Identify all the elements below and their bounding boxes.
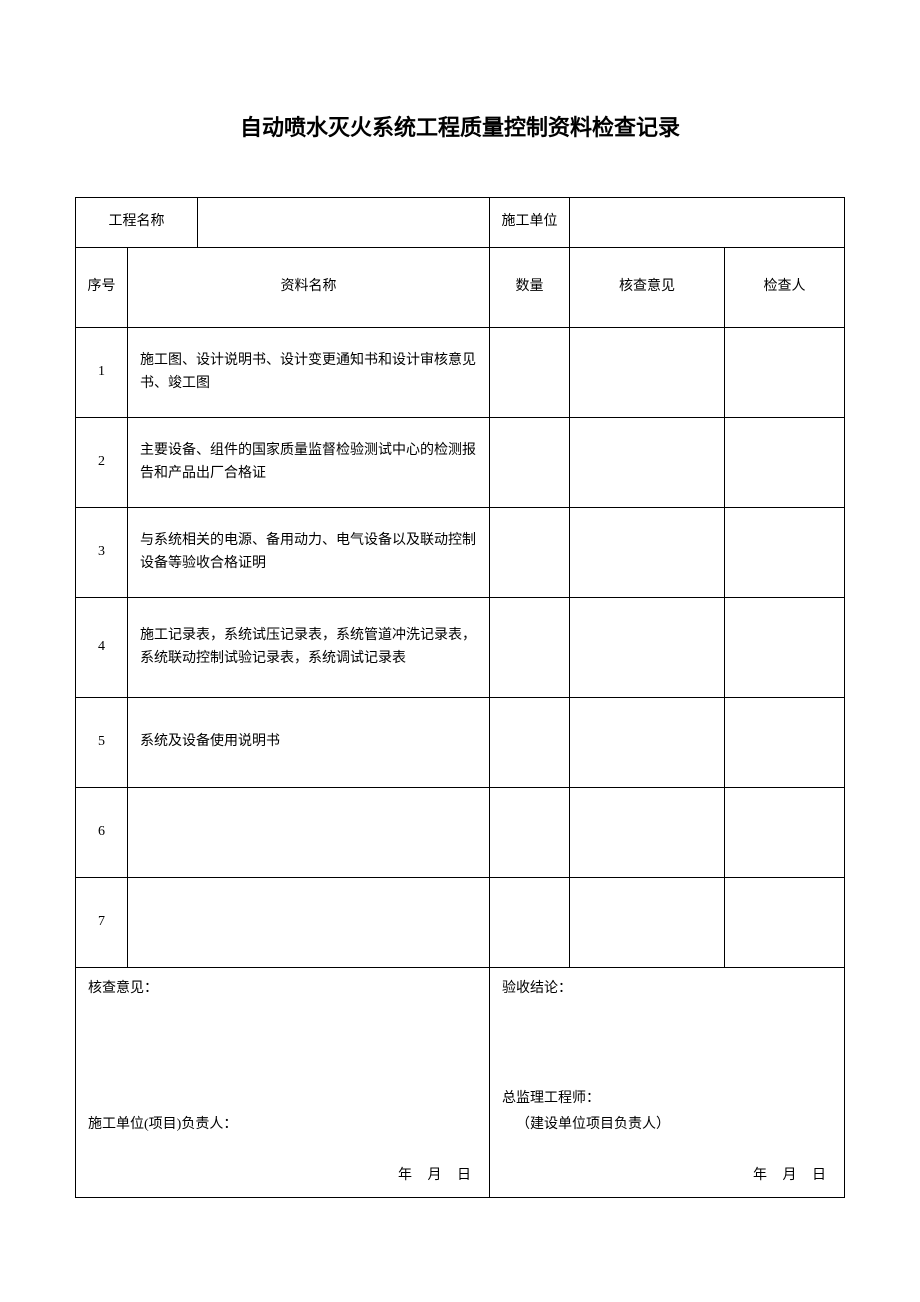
contractor-lead-label: 施工单位(项目)负责人： [88, 1114, 477, 1136]
column-header-row: 序号 资料名称 数量 核查意见 检查人 [76, 248, 845, 328]
row-opinion[interactable] [570, 878, 725, 968]
row-opinion[interactable] [570, 418, 725, 508]
row-inspector[interactable] [725, 418, 845, 508]
row-quantity[interactable] [490, 788, 570, 878]
row-inspector[interactable] [725, 698, 845, 788]
row-seq: 5 [76, 698, 128, 788]
row-inspector[interactable] [725, 508, 845, 598]
row-seq: 7 [76, 878, 128, 968]
right-date: 年 月 日 [502, 1165, 832, 1187]
acceptance-conclusion-label: 验收结论： [502, 978, 832, 1000]
row-seq: 1 [76, 328, 128, 418]
row-material-name: 主要设备、组件的国家质量监督检验测试中心的检测报告和产品出厂合格证 [128, 418, 490, 508]
table-row: 6 [76, 788, 845, 878]
row-material-name: 施工图、设计说明书、设计变更通知书和设计审核意见书、竣工图 [128, 328, 490, 418]
review-opinion-label: 核查意见： [88, 978, 477, 1000]
table-row: 3 与系统相关的电源、备用动力、电气设备以及联动控制设备等验收合格证明 [76, 508, 845, 598]
row-inspector[interactable] [725, 788, 845, 878]
footer-right-block: 验收结论： 总监理工程师： （建设单位项目负责人） 年 月 日 [490, 968, 845, 1198]
contractor-label: 施工单位 [490, 198, 570, 248]
col-inspector: 检查人 [725, 248, 845, 328]
row-seq: 2 [76, 418, 128, 508]
col-seq: 序号 [76, 248, 128, 328]
row-quantity[interactable] [490, 878, 570, 968]
row-inspector[interactable] [725, 328, 845, 418]
row-seq: 4 [76, 598, 128, 698]
table-row: 7 [76, 878, 845, 968]
footer-left-block: 核查意见： 施工单位(项目)负责人： 年 月 日 [76, 968, 490, 1198]
row-material-name: 与系统相关的电源、备用动力、电气设备以及联动控制设备等验收合格证明 [128, 508, 490, 598]
table-row: 2 主要设备、组件的国家质量监督检验测试中心的检测报告和产品出厂合格证 [76, 418, 845, 508]
left-date: 年 月 日 [88, 1165, 477, 1187]
inspection-table: 工程名称 施工单位 序号 资料名称 数量 核查意见 检查人 1 施工图、设计说明… [75, 197, 845, 1198]
row-quantity[interactable] [490, 698, 570, 788]
row-quantity[interactable] [490, 418, 570, 508]
row-opinion[interactable] [570, 508, 725, 598]
owner-lead-label: （建设单位项目负责人） [502, 1114, 832, 1136]
row-opinion[interactable] [570, 598, 725, 698]
col-review-opinion: 核查意见 [570, 248, 725, 328]
row-inspector[interactable] [725, 598, 845, 698]
row-quantity[interactable] [490, 328, 570, 418]
row-opinion[interactable] [570, 788, 725, 878]
row-seq: 6 [76, 788, 128, 878]
project-name-label: 工程名称 [76, 198, 198, 248]
footer-row: 核查意见： 施工单位(项目)负责人： 年 月 日 验收结论： 总监理工程师： （… [76, 968, 845, 1198]
col-quantity: 数量 [490, 248, 570, 328]
row-material-name: 施工记录表，系统试压记录表，系统管道冲洗记录表，系统联动控制试验记录表，系统调试… [128, 598, 490, 698]
contractor-value[interactable] [570, 198, 845, 248]
row-quantity[interactable] [490, 598, 570, 698]
row-material-name[interactable] [128, 788, 490, 878]
row-opinion[interactable] [570, 698, 725, 788]
table-row: 1 施工图、设计说明书、设计变更通知书和设计审核意见书、竣工图 [76, 328, 845, 418]
row-seq: 3 [76, 508, 128, 598]
row-inspector[interactable] [725, 878, 845, 968]
table-row: 4 施工记录表，系统试压记录表，系统管道冲洗记录表，系统联动控制试验记录表，系统… [76, 598, 845, 698]
row-opinion[interactable] [570, 328, 725, 418]
col-material-name: 资料名称 [128, 248, 490, 328]
row-quantity[interactable] [490, 508, 570, 598]
project-name-value[interactable] [198, 198, 490, 248]
table-header-row: 工程名称 施工单位 [76, 198, 845, 248]
supervisor-label: 总监理工程师： [502, 1088, 832, 1110]
table-row: 5 系统及设备使用说明书 [76, 698, 845, 788]
row-material-name[interactable] [128, 878, 490, 968]
row-material-name: 系统及设备使用说明书 [128, 698, 490, 788]
document-title: 自动喷水灭火系统工程质量控制资料检查记录 [75, 110, 845, 142]
